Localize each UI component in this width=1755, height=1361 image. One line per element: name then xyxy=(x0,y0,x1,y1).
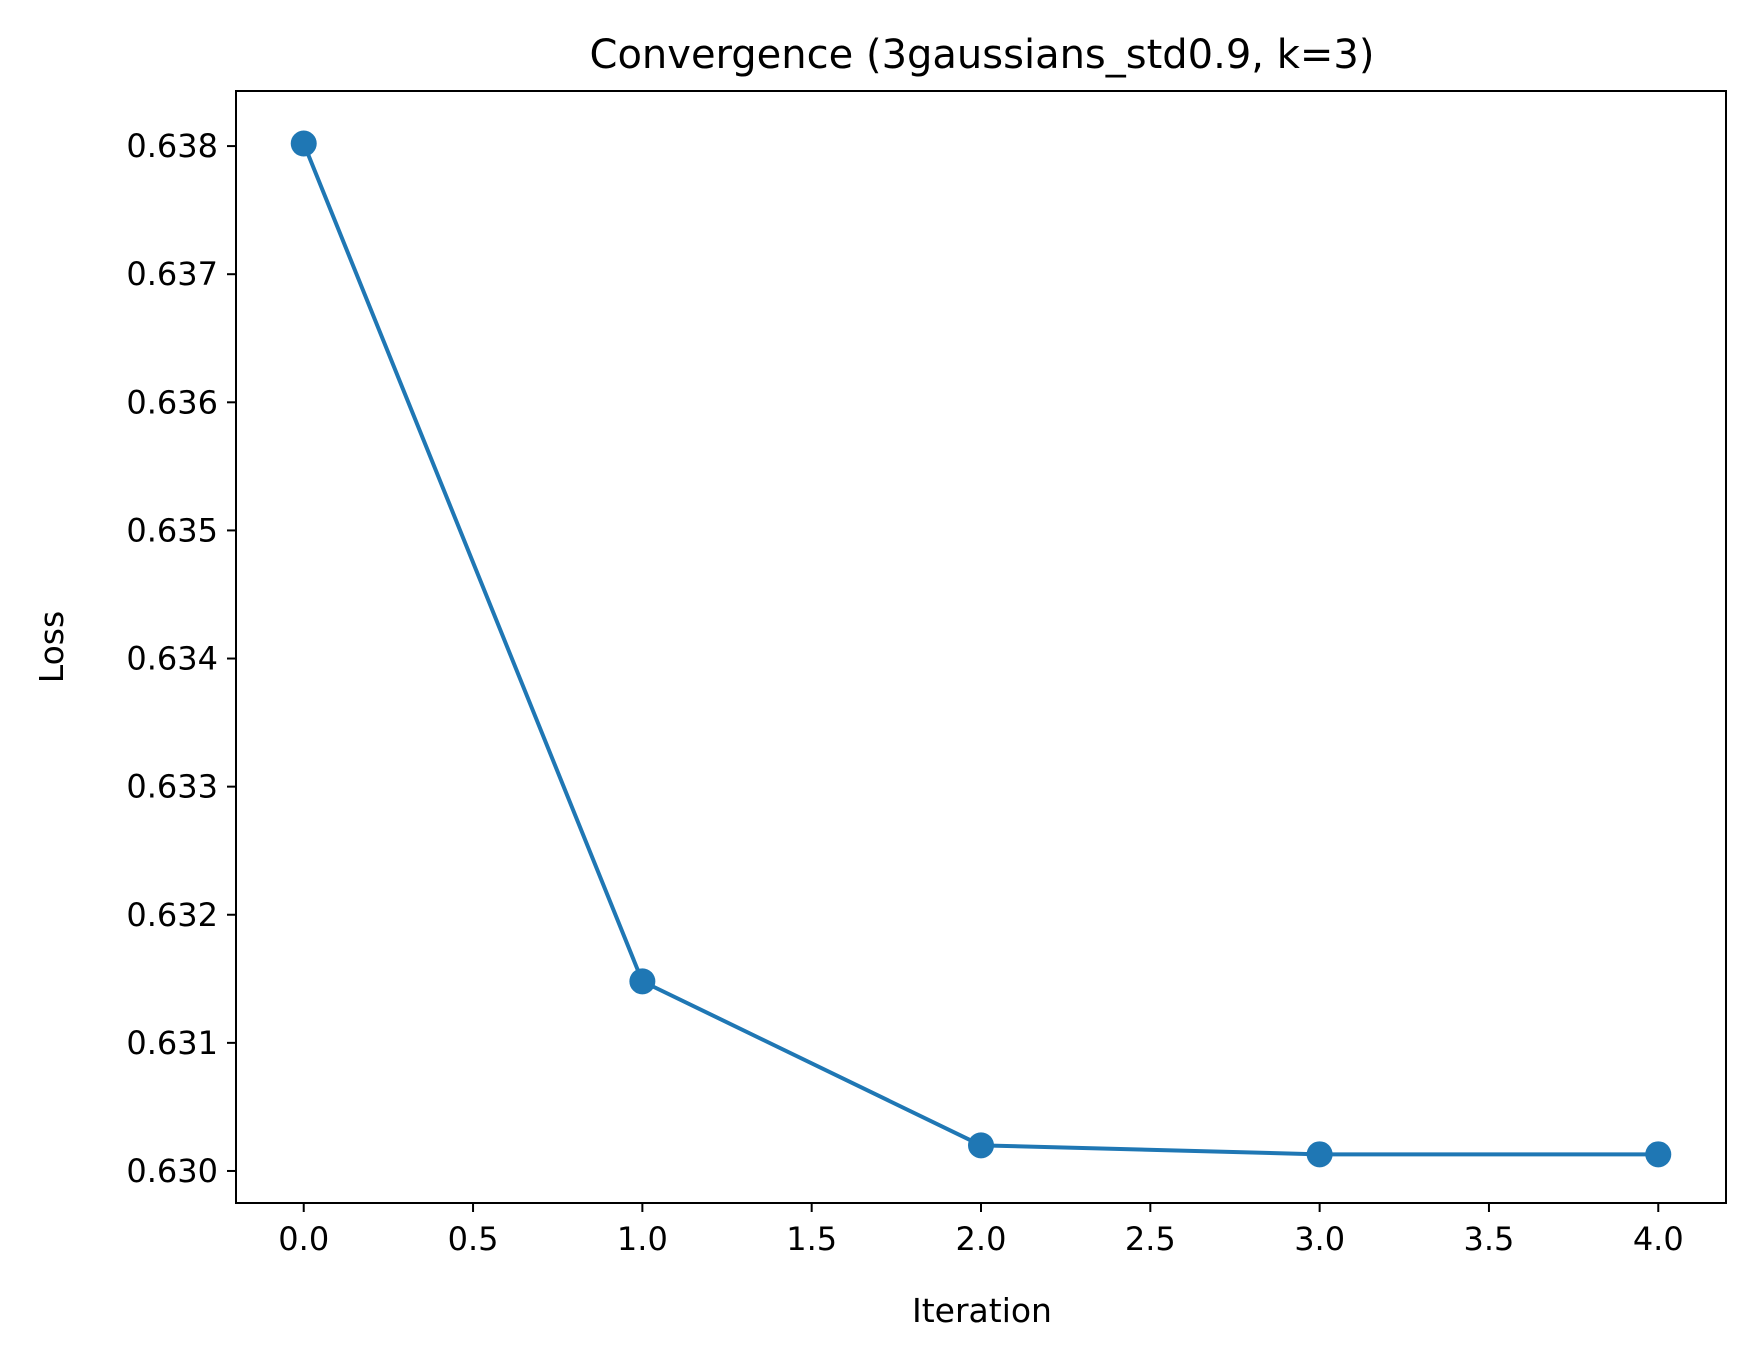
data-point xyxy=(968,1132,994,1159)
y-tick-label: 0.631 xyxy=(126,1024,218,1062)
data-point xyxy=(1306,1141,1333,1168)
y-tick-label: 0.630 xyxy=(126,1152,218,1190)
data-point xyxy=(629,968,656,995)
y-axis-label: Loss xyxy=(32,611,71,683)
y-tick-label: 0.638 xyxy=(126,127,218,165)
chart-title: Convergence (3gaussians_std0.9, k=3) xyxy=(590,32,1375,78)
x-tick-label: 2.0 xyxy=(956,1220,1007,1258)
y-axis: 0.630 0.631 0.632 0.633 0.634 0.635 0.636 0.637… xyxy=(126,127,236,1190)
x-tick-label: 3.5 xyxy=(1464,1220,1515,1258)
y-tick-label: 0.636 xyxy=(126,383,218,421)
y-tick-label: 0.634 xyxy=(126,640,218,678)
x-axis-label: Iteration xyxy=(912,1291,1052,1330)
x-tick-label: 0.5 xyxy=(448,1220,499,1258)
x-tick-label: 3.0 xyxy=(1294,1220,1345,1258)
plot-frame xyxy=(235,90,1727,1204)
data-point xyxy=(1645,1141,1672,1168)
x-tick-label: 1.5 xyxy=(786,1220,837,1258)
x-axis: 0.0 0.5 1.0 1.5 2.0 2.5 3.0 3.5 4.0 xyxy=(278,1203,1684,1258)
y-tick-label: 0.637 xyxy=(126,255,218,293)
x-tick-label: 2.5 xyxy=(1125,1220,1176,1258)
y-tick-label: 0.632 xyxy=(126,896,218,934)
plot-area xyxy=(235,90,1727,1204)
x-tick-label: 0.0 xyxy=(278,1220,329,1258)
y-tick-label: 0.635 xyxy=(126,511,218,549)
x-tick-label: 4.0 xyxy=(1633,1220,1684,1258)
series-layer xyxy=(290,130,1672,1168)
x-tick-label: 1.0 xyxy=(617,1220,668,1258)
series-line xyxy=(301,141,1661,1157)
data-point xyxy=(290,130,317,157)
y-tick-label: 0.633 xyxy=(126,768,218,806)
